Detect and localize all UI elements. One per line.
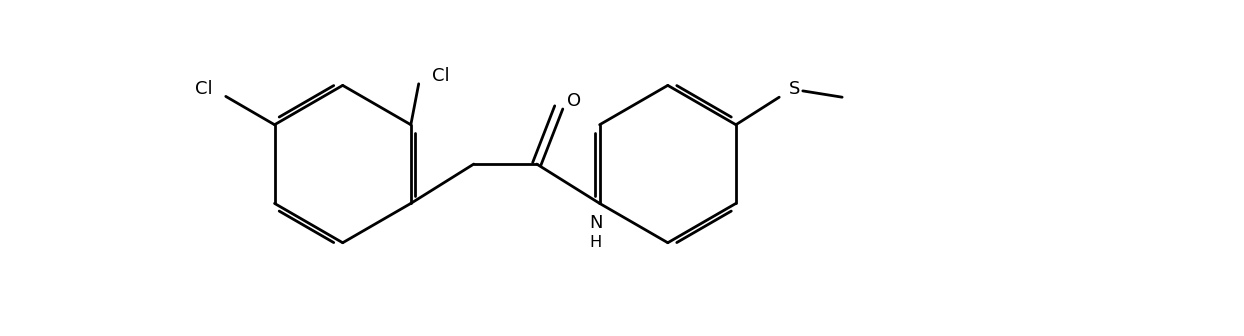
- Text: Cl: Cl: [195, 80, 213, 97]
- Text: O: O: [567, 92, 581, 110]
- Text: S: S: [789, 80, 801, 98]
- Text: N: N: [588, 214, 602, 232]
- Text: Cl: Cl: [432, 67, 449, 85]
- Text: H: H: [590, 235, 602, 250]
